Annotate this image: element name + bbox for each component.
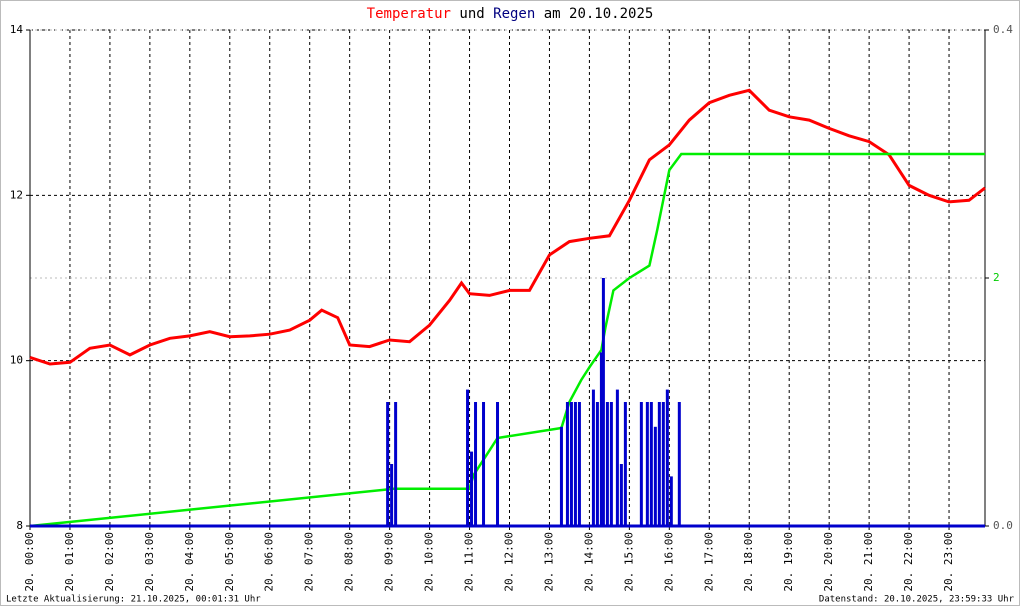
rain-bar [390, 464, 394, 526]
rain-bar [609, 402, 613, 526]
x-tick-label: 20. 08:00 [343, 532, 356, 592]
y-tick-label: 14 [10, 23, 24, 36]
x-tick-label: 20. 15:00 [622, 532, 635, 592]
rain-bar [386, 402, 390, 526]
rain-bar [653, 426, 657, 526]
rain-bar [601, 278, 605, 526]
rain-bar [474, 402, 478, 526]
rain-bar [605, 402, 609, 526]
rain-bar [591, 389, 595, 526]
x-tick-label: 20. 16:00 [662, 532, 675, 592]
x-tick-label: 20. 01:00 [63, 532, 76, 592]
rain-bar [565, 402, 569, 526]
x-tick-label: 20. 03:00 [143, 532, 156, 592]
rain-bar [649, 402, 653, 526]
x-tick-label: 20. 23:00 [942, 532, 955, 592]
rain-bar [394, 402, 398, 526]
footer-right: Datenstand: 20.10.2025, 23:59:33 Uhr [819, 595, 1015, 605]
title-part: Regen [493, 6, 535, 22]
x-tick-label: 20. 20:00 [822, 532, 835, 592]
chart-title: Temperatur und Regen am 20.10.2025 [367, 6, 654, 22]
x-tick-label: 20. 19:00 [782, 532, 795, 592]
x-tick-label: 20. 14:00 [582, 532, 595, 592]
x-tick-label: 20. 04:00 [183, 532, 196, 592]
y-tick-label: 12 [10, 188, 23, 201]
x-tick-label: 20. 05:00 [223, 532, 236, 592]
x-tick-label: 20. 02:00 [103, 532, 116, 592]
rain-bar [470, 451, 474, 526]
title-part: am 20.10.2025 [544, 6, 654, 22]
x-tick-label: 20. 13:00 [542, 532, 555, 592]
x-tick-label: 20. 09:00 [383, 532, 396, 592]
rain-bar [599, 352, 603, 526]
rain-bar [559, 426, 563, 526]
x-tick-label: 20. 22:00 [902, 532, 915, 592]
rain-bar [619, 464, 623, 526]
x-tick-label: 20. 21:00 [862, 532, 875, 592]
title-part: und [459, 6, 484, 22]
rain-bar [665, 389, 669, 526]
x-tick-label: 20. 17:00 [702, 532, 715, 592]
rain-bar [496, 402, 500, 526]
y2-tick-label: 2 [993, 271, 1000, 284]
x-tick-label: 20. 10:00 [423, 532, 436, 592]
series-line [29, 152, 985, 528]
footer-left: Letzte Aktualisierung: 21.10.2025, 00:01… [6, 595, 261, 605]
y2-tick-label: 0.0 [993, 519, 1013, 532]
series-line [29, 88, 986, 366]
rain-bar [482, 402, 486, 526]
rain-bar [595, 402, 599, 526]
title-part: Temperatur [367, 6, 451, 22]
rain-bar [569, 402, 573, 526]
rain-bar [657, 402, 661, 526]
y2-tick-label: 0.4 [993, 23, 1013, 36]
rain-bar [639, 402, 643, 526]
y-tick-label: 8 [16, 519, 23, 532]
rain-bar [669, 476, 673, 526]
rain-bar [577, 402, 581, 526]
y-tick-label: 10 [10, 354, 23, 367]
rain-bar [677, 402, 681, 526]
rain-bar [615, 389, 619, 526]
x-tick-label: 20. 12:00 [502, 532, 515, 592]
x-tick-label: 20. 07:00 [303, 532, 316, 592]
rain-bar [661, 402, 665, 526]
rain-bar [645, 402, 649, 526]
x-tick-label: 20. 18:00 [742, 532, 755, 592]
rain-bar [623, 402, 627, 526]
rain-bar [573, 402, 577, 526]
x-tick-label: 20. 11:00 [463, 532, 476, 592]
x-tick-label: 20. 06:00 [263, 532, 276, 592]
rain-bar [466, 389, 470, 526]
x-tick-label: 20. 00:00 [23, 532, 36, 592]
